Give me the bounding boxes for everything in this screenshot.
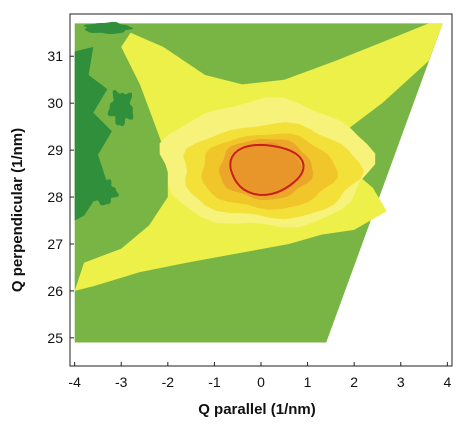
- y-tick-label: 26: [47, 283, 63, 299]
- contour-layers: [74, 21, 443, 343]
- x-tick-label: 1: [304, 374, 312, 390]
- y-tick-label: 31: [47, 48, 63, 64]
- x-tick-label: -4: [68, 374, 81, 390]
- y-tick-label: 30: [47, 95, 63, 111]
- x-tick-label: 4: [443, 374, 451, 390]
- x-axis-title: Q parallel (1/nm): [198, 401, 316, 418]
- y-tick-label: 29: [47, 142, 63, 158]
- y-tick-label: 28: [47, 189, 63, 205]
- x-tick-label: 0: [257, 374, 265, 390]
- contour-level-1-patch: [83, 21, 134, 35]
- x-tick-label: 2: [350, 374, 358, 390]
- peak-contour: [229, 143, 305, 196]
- y-axis-title: Q perpendicular (1/nm): [9, 128, 26, 292]
- x-tick-label: -1: [208, 374, 221, 390]
- x-tick-label: -2: [162, 374, 175, 390]
- x-axis: -4 -3 -2 -1 0 1 2 3 4: [68, 362, 451, 390]
- contour-level-8: [231, 142, 303, 195]
- x-tick-label: 3: [397, 374, 405, 390]
- x-tick-label: -3: [115, 374, 128, 390]
- contour-level-1-edge: [74, 46, 112, 221]
- contour-level-1-patch: [88, 179, 119, 206]
- y-tick-label: 25: [47, 330, 63, 346]
- contour-level-1-patch: [107, 89, 134, 127]
- y-axis: 25 26 27 28 29 30 31: [47, 48, 74, 346]
- y-tick-label: 27: [47, 236, 63, 252]
